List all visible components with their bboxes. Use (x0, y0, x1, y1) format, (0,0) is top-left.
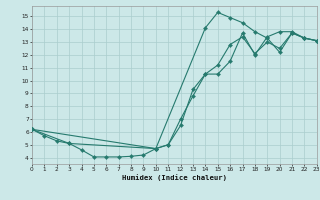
X-axis label: Humidex (Indice chaleur): Humidex (Indice chaleur) (122, 174, 227, 181)
